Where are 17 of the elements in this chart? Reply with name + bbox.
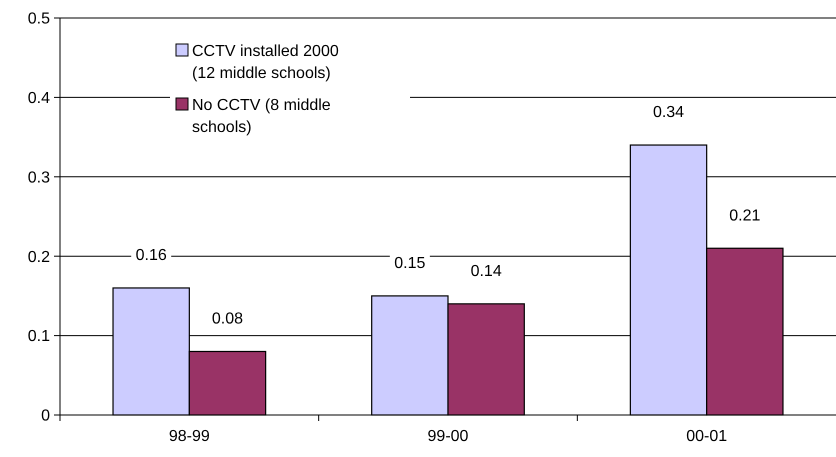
data-label: 0.15 bbox=[394, 254, 426, 272]
x-tick-label: 00-01 bbox=[686, 428, 728, 445]
data-label: 0.14 bbox=[470, 262, 502, 280]
data-label: 0.08 bbox=[212, 310, 244, 328]
data-label: 0.21 bbox=[729, 207, 760, 224]
y-tick-label: 0.3 bbox=[28, 169, 50, 186]
y-tick-label: 0.5 bbox=[28, 10, 50, 28]
y-tick-label: 0.4 bbox=[28, 90, 50, 107]
legend-label: CCTV installed 2000 (12 middle schools) bbox=[192, 43, 339, 82]
y-tick-label: 0 bbox=[41, 408, 50, 425]
x-tick-label: 98-99 bbox=[168, 428, 210, 445]
y-tick-label: 0.1 bbox=[28, 328, 50, 346]
data-label: 0.34 bbox=[652, 104, 684, 122]
legend-label: No CCTV (8 middle schools) bbox=[192, 97, 331, 136]
data-label: 0.16 bbox=[136, 246, 167, 264]
x-tick-label: 99-00 bbox=[428, 428, 469, 445]
y-tick-label: 0.2 bbox=[28, 248, 50, 266]
